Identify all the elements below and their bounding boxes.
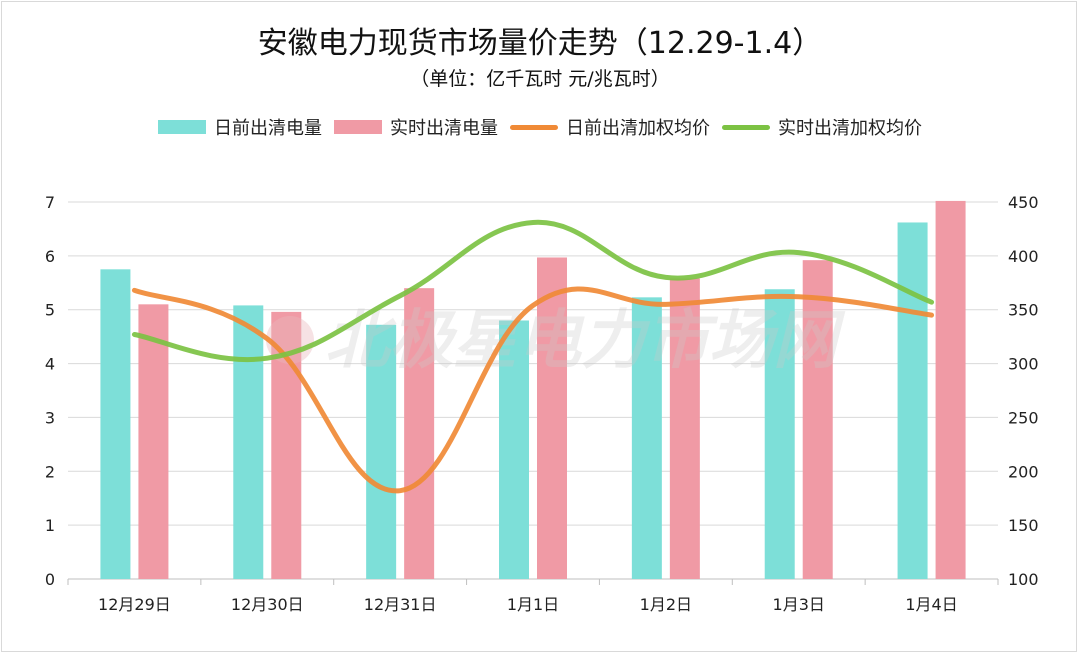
legend-label-day-ahead-price: 日前出清加权均价 xyxy=(566,118,710,139)
legend-swatch-realtime-volume xyxy=(334,120,382,134)
bar-day-ahead-volume xyxy=(100,269,131,579)
x-tick-label: 1月3日 xyxy=(773,595,825,614)
bar-realtime-volume xyxy=(802,260,833,579)
bar-realtime-volume xyxy=(537,257,567,579)
bar-day-ahead-volume xyxy=(764,289,795,579)
bar-realtime-volume xyxy=(138,304,169,579)
y-right-tick-label: 400 xyxy=(1008,247,1039,266)
chart-subtitle: （单位：亿千瓦时 元/兆瓦时） xyxy=(410,68,670,90)
chart-title: 安徽电力现货市场量价走势（12.29-1.4） xyxy=(257,26,823,61)
y-right-tick-label: 200 xyxy=(1008,462,1039,481)
x-tick-label: 1月1日 xyxy=(507,595,559,614)
y-right-tick-label: 250 xyxy=(1008,408,1039,427)
legend-item-realtime-volume: 实时出清电量 xyxy=(334,114,498,140)
legend-label-day-ahead-volume: 日前出清电量 xyxy=(214,118,322,139)
y-right-tick-label: 300 xyxy=(1008,355,1039,374)
x-tick-label: 1月4日 xyxy=(905,595,957,614)
legend-label-realtime-volume: 实时出清电量 xyxy=(390,118,498,139)
y-right-tick-label: 350 xyxy=(1008,301,1039,320)
bar-realtime-volume xyxy=(935,200,966,579)
y-left-tick-label: 5 xyxy=(45,301,55,320)
x-tick-label: 1月2日 xyxy=(640,595,692,614)
legend-item-day-ahead-price: 日前出清加权均价 xyxy=(510,114,710,140)
bar-day-ahead-volume xyxy=(366,324,397,579)
watermark: 北极星电力市场网 xyxy=(266,304,846,378)
legend: 日前出清电量 实时出清电量 日前出清加权均价 实时出清加权均价 xyxy=(0,114,1080,140)
legend-swatch-day-ahead-volume xyxy=(158,120,206,134)
x-tick-label: 12月31日 xyxy=(364,595,437,614)
x-tick-label: 12月30日 xyxy=(231,595,304,614)
y-left-tick-label: 3 xyxy=(45,408,55,427)
y-left-tick-label: 4 xyxy=(45,355,55,374)
y-left-tick-label: 1 xyxy=(45,516,55,535)
legend-label-realtime-price: 实时出清加权均价 xyxy=(778,118,922,139)
bar-day-ahead-volume xyxy=(631,297,662,579)
bar-day-ahead-volume xyxy=(897,222,928,580)
y-right-tick-label: 100 xyxy=(1008,570,1039,589)
line-day-ahead-price xyxy=(131,286,935,494)
x-tick-label: 12月29日 xyxy=(98,595,171,614)
legend-swatch-day-ahead-price xyxy=(510,124,558,130)
y-left-tick-label: 2 xyxy=(45,462,55,481)
y-left-tick-label: 6 xyxy=(45,247,55,266)
bar-realtime-volume xyxy=(404,288,435,579)
bar-day-ahead-volume xyxy=(499,320,529,579)
legend-swatch-realtime-price xyxy=(722,124,770,130)
watermark-text: 北极星电力市场网 xyxy=(325,304,846,378)
globe-icon xyxy=(266,316,314,364)
bar-realtime-volume xyxy=(669,278,700,579)
legend-item-day-ahead-volume: 日前出清电量 xyxy=(158,114,322,140)
bar-day-ahead-volume xyxy=(233,305,264,579)
legend-item-realtime-price: 实时出清加权均价 xyxy=(722,114,922,140)
y-right-tick-label: 450 xyxy=(1008,193,1039,212)
line-realtime-price xyxy=(131,219,935,362)
y-left-tick-label: 0 xyxy=(45,570,55,589)
y-left-tick-label: 7 xyxy=(45,193,55,212)
y-right-tick-label: 150 xyxy=(1008,516,1039,535)
